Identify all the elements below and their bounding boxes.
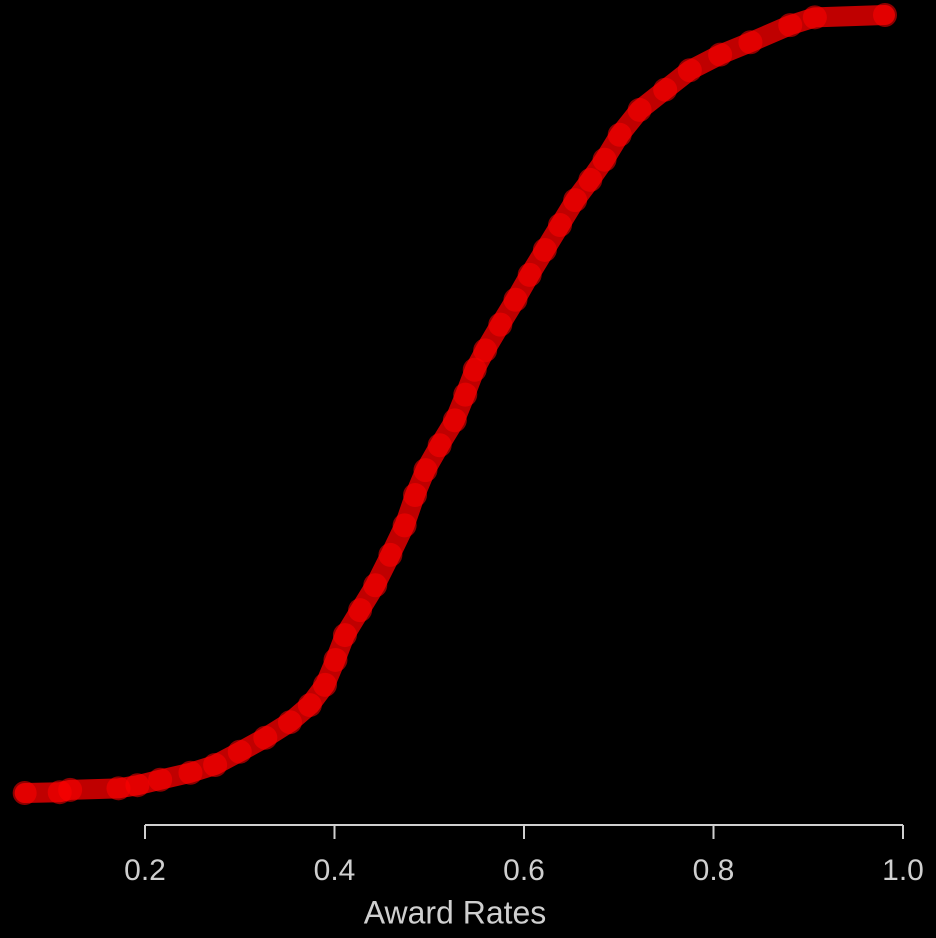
point [503,287,528,312]
point [392,513,417,538]
point [106,776,131,801]
point [227,739,252,764]
point [403,483,428,508]
point [462,357,487,382]
point [627,97,652,122]
point [677,58,702,83]
point [517,262,542,287]
point-band [14,5,895,803]
point [332,623,357,648]
point [413,458,438,483]
point [323,647,348,672]
point [58,777,83,802]
x-tick-label: 0.2 [124,854,166,887]
point [532,237,557,262]
point [778,13,803,38]
point [607,122,632,147]
point [363,573,388,598]
x-axis-title: Award Rates [364,894,547,930]
point [427,433,452,458]
x-tick-label: 0.6 [503,854,545,887]
point [12,781,37,805]
point [802,5,827,30]
point [348,598,373,623]
point [277,710,302,735]
point [125,773,150,798]
point [178,760,203,785]
point [313,672,338,697]
point [442,408,467,433]
point [578,167,603,192]
point [548,213,573,238]
point [592,147,617,172]
point [738,30,763,55]
point [453,382,478,407]
point [563,188,588,213]
x-tick-label: 0.8 [693,854,735,887]
point [872,3,897,27]
point [488,312,513,337]
point [148,767,173,792]
point [203,752,228,777]
point [473,338,498,363]
x-tick-label: 0.4 [314,854,356,887]
x-tick-label: 1.0 [882,854,924,887]
point [297,693,322,718]
point [708,42,733,67]
point [253,725,278,750]
point [653,77,678,102]
point [378,542,403,567]
